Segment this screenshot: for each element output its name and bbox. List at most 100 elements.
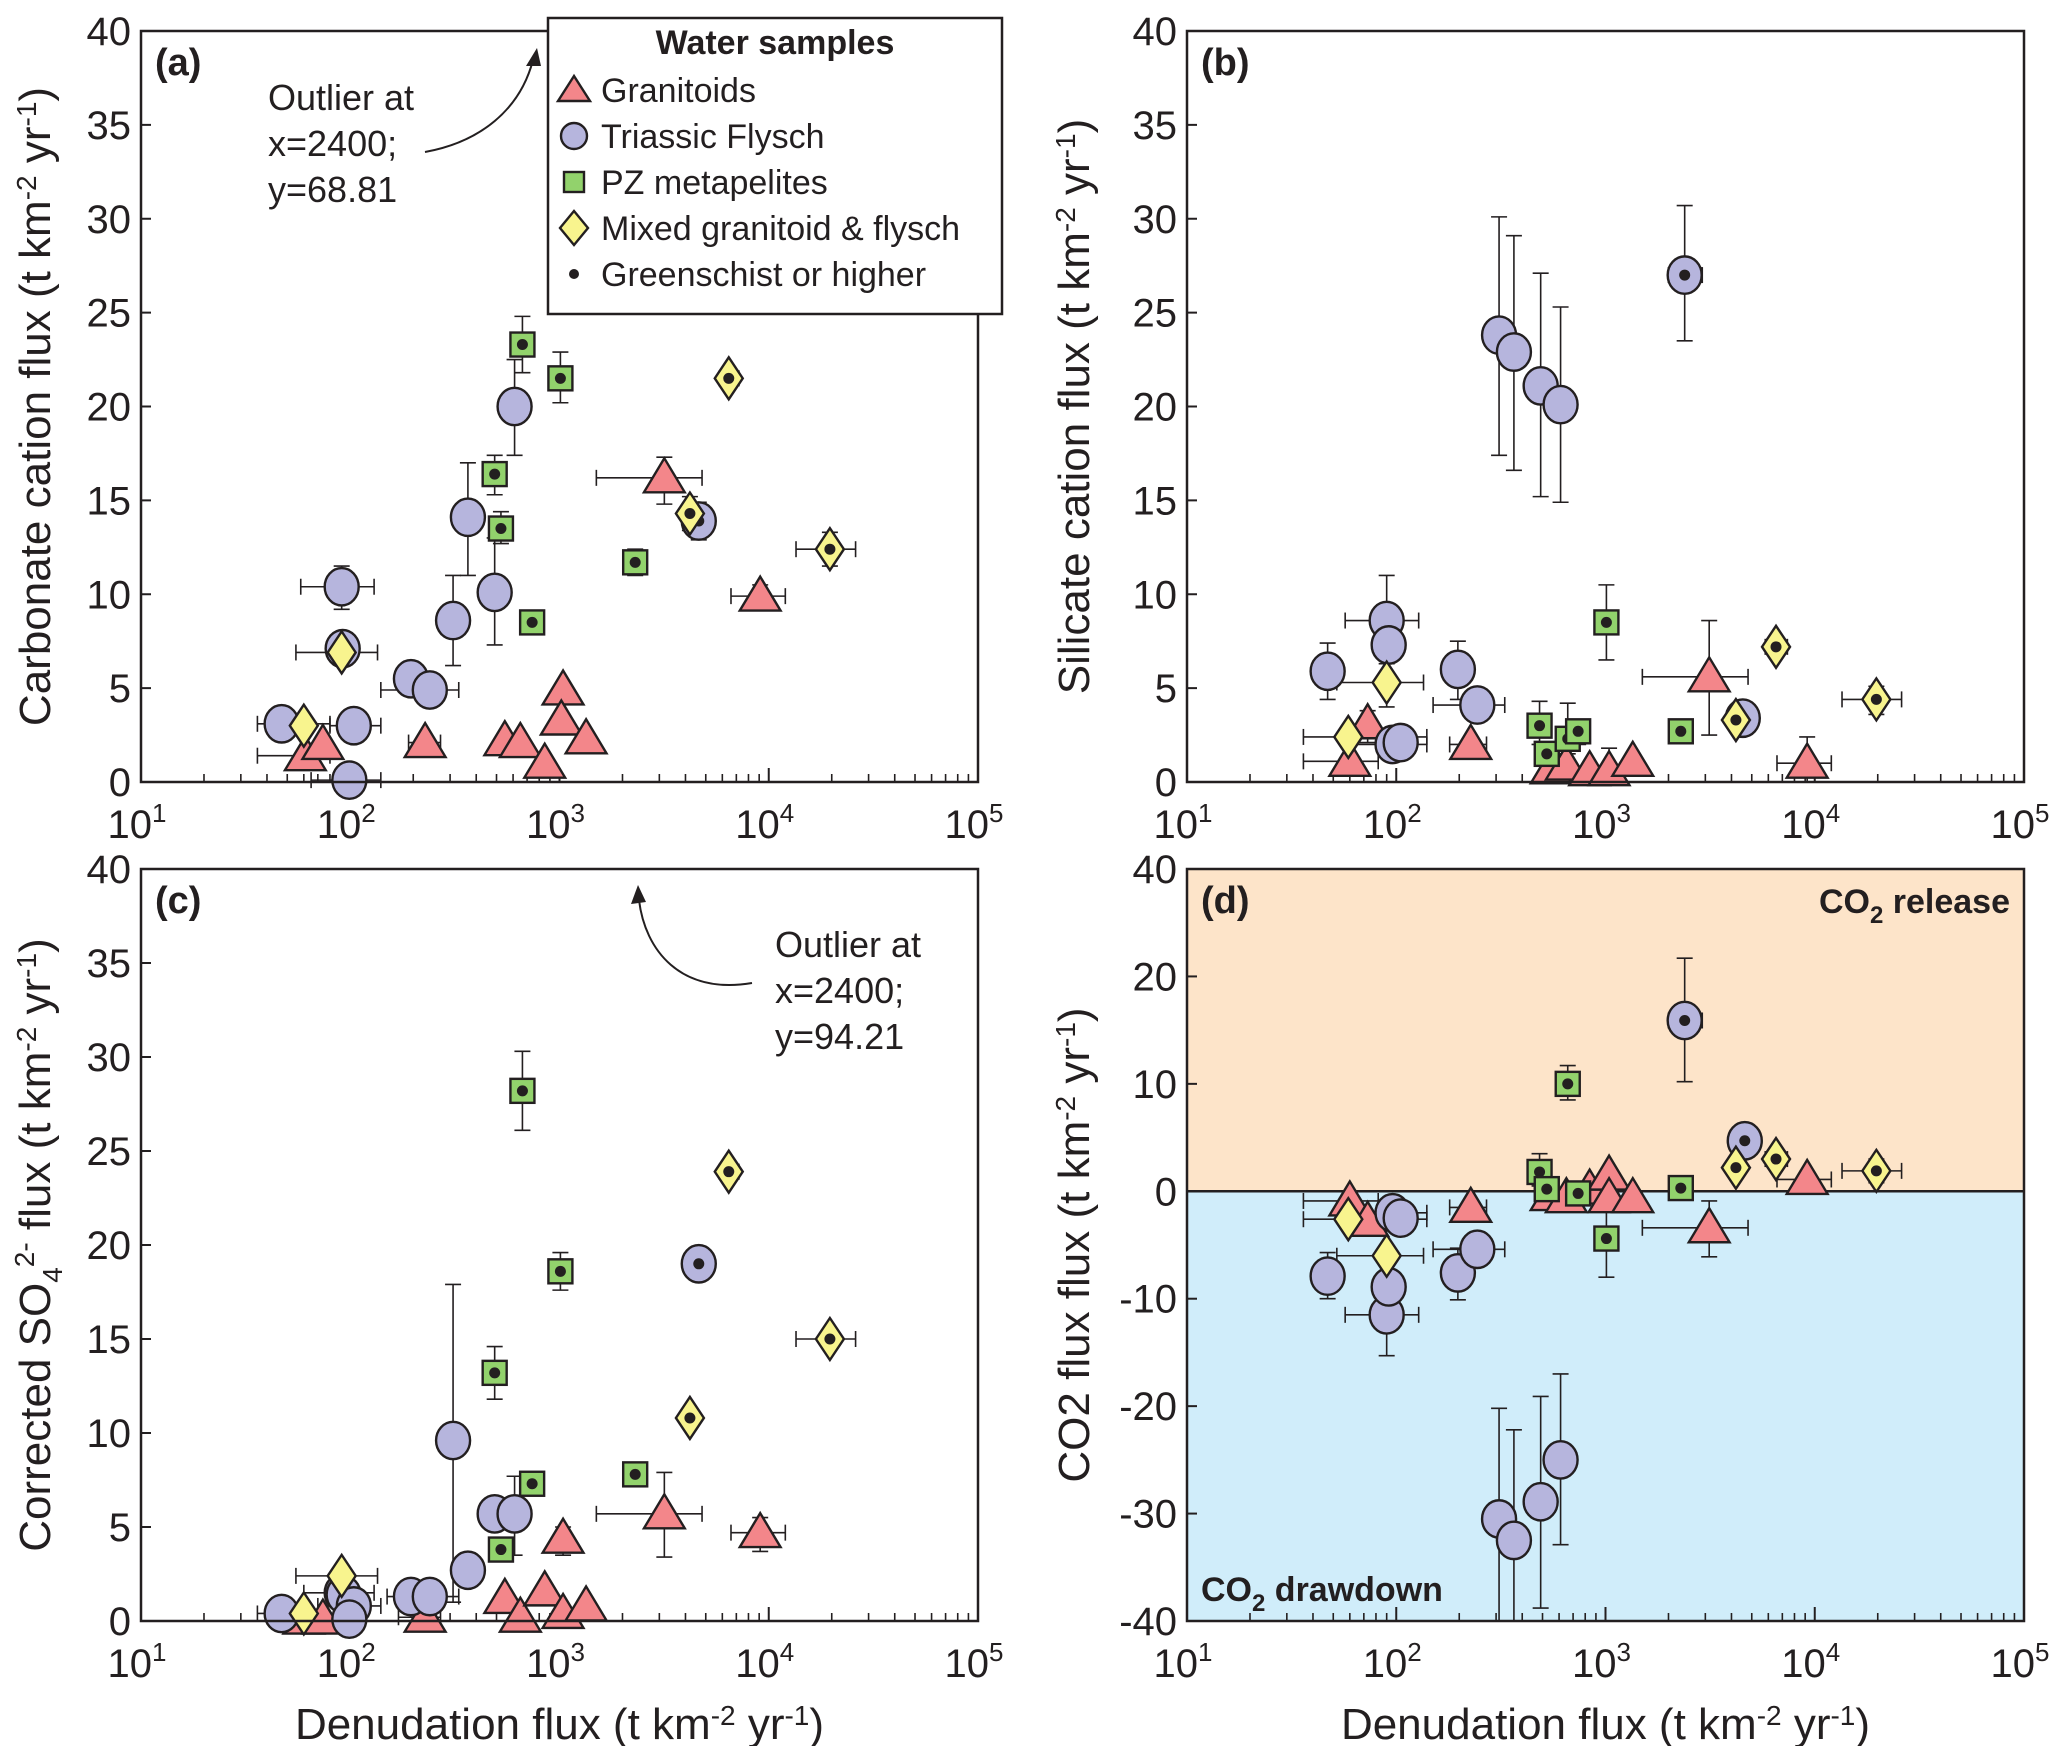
y-tick-label: 20 (87, 386, 132, 430)
greenschist-dot (1739, 1135, 1751, 1147)
y-tick-label: 35 (87, 104, 132, 148)
y-title-mid: yr (1050, 1047, 1099, 1096)
legend-marker-circle (559, 121, 589, 151)
diamond-marker (288, 702, 320, 749)
y-axis-title: CO2 flux flux (t km-2 yr-1) (1050, 1007, 1099, 1482)
x-tick-exponent: 2 (361, 1637, 375, 1667)
diamond-marker (288, 1590, 320, 1637)
x-tick-label: 105 (945, 1637, 1004, 1686)
data-point-granitoids (1610, 739, 1656, 777)
data-point-granitoids (1686, 1205, 1732, 1244)
x-tick-label: 104 (735, 1637, 794, 1686)
x-tick-label: 102 (1363, 798, 1422, 847)
data-point-triassic_flysch (449, 497, 487, 538)
legend-marker (569, 269, 579, 279)
y-tick-label: 15 (1133, 479, 1178, 523)
x-tick-exponent: 1 (1198, 798, 1212, 828)
data-point-pz_metapelites (1526, 712, 1553, 739)
x-tick-base: 10 (1572, 1642, 1617, 1686)
data-point-triassic_flysch (1370, 625, 1407, 665)
data-point-mixed (674, 1394, 706, 1442)
region-co2-release (1187, 869, 2024, 1192)
y-tick-label: 35 (87, 942, 132, 986)
y-axis-title: Silicate cation flux (t km-2 yr-1) (1050, 119, 1099, 695)
triangle-marker (1327, 739, 1373, 777)
data-points (1309, 255, 1892, 787)
greenschist-dot (1730, 1162, 1742, 1174)
x-tick-base: 10 (317, 1642, 362, 1686)
data-point-triassic_flysch (1382, 722, 1419, 763)
x-tick-base: 10 (1781, 803, 1826, 847)
x-tick-exponent: 4 (780, 1637, 794, 1667)
y-tick-label: 40 (87, 10, 132, 54)
legend-label: PZ metapelites (601, 164, 828, 202)
data-point-pz_metapelites (1667, 1174, 1694, 1202)
x-tick-exponent: 4 (1826, 1637, 1840, 1667)
y-axis-title: Carbonate cation flux (t km-2 yr-1) (11, 87, 60, 726)
annotation-arrow (424, 59, 534, 153)
data-point-mixed (288, 1590, 320, 1637)
data-point-triassic_flysch (331, 760, 368, 801)
y-title-end: ) (11, 938, 60, 953)
circle-marker (496, 386, 533, 427)
circle-marker (335, 705, 373, 746)
greenschist-dot (1730, 714, 1742, 726)
square-marker (547, 1258, 574, 1285)
circle-marker (1542, 1439, 1579, 1480)
data-point-mixed (713, 355, 745, 402)
y-tick-label: 0 (1155, 1170, 1177, 1214)
data-point-triassic_flysch (1666, 255, 1703, 295)
triangle-marker (497, 720, 543, 759)
data-point-pz_metapelites (1554, 1070, 1581, 1098)
data-point-triassic_flysch (496, 1493, 533, 1534)
triangle-marker (1610, 1175, 1656, 1214)
y-tick-label: 15 (87, 479, 132, 523)
y-tick-label: 0 (109, 1600, 131, 1644)
legend-label: Greenschist or higher (601, 256, 926, 294)
y-title-end: ) (1050, 119, 1099, 134)
x-title-end: ) (1855, 1700, 1870, 1746)
y-tick-label: 40 (1133, 848, 1178, 892)
x-title-mid: yr (736, 1700, 785, 1746)
triangle-marker (737, 1510, 783, 1549)
dot-marker (569, 269, 579, 279)
plot-frame (1185, 29, 2026, 784)
triangle-marker (1784, 741, 1830, 779)
triangle-marker (641, 1491, 687, 1530)
data-point-triassic_flysch (1459, 1229, 1496, 1270)
circle-marker (331, 1599, 368, 1640)
y-tick-label: -20 (1119, 1385, 1177, 1429)
data-point-mixed (288, 702, 320, 749)
data-point-pz_metapelites (1533, 740, 1560, 768)
data-point-pz_metapelites (621, 549, 649, 576)
plot-frame (139, 867, 980, 1623)
triangle-marker (1610, 739, 1656, 777)
plot-frame (1185, 867, 2026, 1623)
x-tick-base: 10 (1991, 803, 2036, 847)
data-point-granitoids (1448, 1185, 1494, 1224)
circle-marker (449, 497, 487, 538)
data-point-granitoids (563, 1584, 609, 1622)
y-title-after: flux (t km (11, 1052, 60, 1243)
data-point-mixed (814, 526, 846, 573)
circle-marker (411, 670, 449, 710)
x-tick-exponent: 4 (780, 798, 794, 828)
triangle-marker (1448, 722, 1494, 761)
data-point-pz_metapelites (481, 460, 508, 488)
y-title-sup: -2 (1050, 207, 1081, 232)
circle-marker (1495, 332, 1533, 372)
triangle-marker (641, 455, 687, 494)
y-title-sup: 2- (9, 1242, 40, 1267)
panel-label: (c) (155, 880, 201, 922)
greenschist-dot (1562, 1078, 1574, 1090)
data-point-triassic_flysch (1522, 1481, 1559, 1522)
y-axis-title: Corrected SO42- flux (t km-2 yr-1) (9, 938, 68, 1552)
greenschist-dot (1572, 725, 1584, 737)
triangle-marker (1784, 1157, 1830, 1196)
y-tick-label: -10 (1119, 1278, 1177, 1322)
